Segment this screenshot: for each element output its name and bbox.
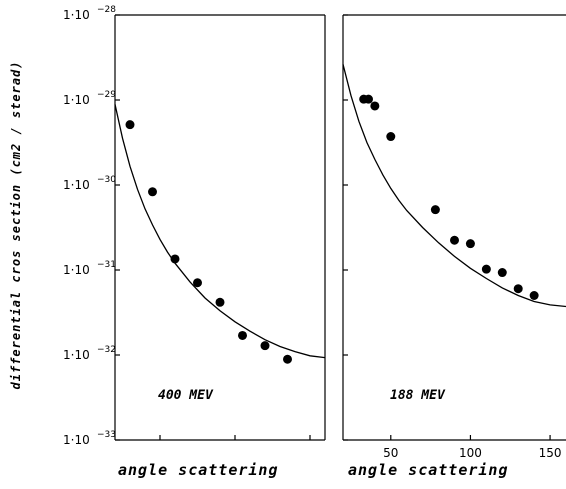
x-tick-label: 50 — [383, 446, 398, 460]
plot-frame — [114, 14, 326, 441]
data-point — [481, 264, 491, 274]
data-point — [363, 94, 373, 104]
data-point — [215, 297, 225, 307]
y-tick-label: 1·10 — [63, 348, 90, 362]
data-point — [450, 235, 459, 245]
panel-label: 188 MEV — [390, 388, 446, 403]
y-tick-label: 1·10 — [63, 433, 90, 447]
data-point — [148, 187, 157, 197]
plot-frame — [342, 14, 566, 441]
theory-curve — [342, 64, 566, 308]
panel-label: 400 MEV — [158, 388, 214, 403]
x-axis-title: angle scattering — [348, 461, 509, 479]
x-tick-label: 100 — [459, 446, 482, 460]
data-point — [529, 291, 539, 300]
data-point — [465, 239, 475, 249]
y-tick-label: 1·10 — [63, 178, 90, 192]
y-tick-label: 1·10 — [63, 8, 90, 22]
theory-curve — [114, 104, 326, 359]
y-tick-exponent: −30 — [97, 175, 116, 185]
y-tick-label: 1·10 — [63, 263, 90, 277]
chart-panel-2: 50 100 150 188 MEV angle scattering — [342, 14, 566, 479]
y-tick-exponent: −31 — [97, 260, 116, 270]
data-point — [260, 341, 270, 351]
y-tick-exponent: −28 — [97, 5, 116, 15]
data-point — [497, 268, 507, 278]
data-point — [193, 278, 202, 288]
data-point — [370, 101, 380, 111]
x-axis-title: angle scattering — [118, 461, 279, 479]
y-axis-title: differential cros section (cm2 / sterad) — [9, 61, 23, 390]
y-tick-exponent: −33 — [97, 430, 116, 440]
y-tick-label: 1·10 — [63, 93, 90, 107]
x-tick-label: 150 — [539, 446, 562, 460]
chart-panel-1: 1·10 −281·10 −291·10 −301·10 −311·10 −321·10−… — [63, 5, 326, 479]
data-point — [513, 284, 523, 294]
data-point — [170, 254, 180, 264]
y-tick-exponent: −29 — [97, 90, 116, 100]
y-tick-exponent: −32 — [97, 345, 116, 355]
data-point — [386, 132, 396, 142]
data-point — [238, 330, 247, 340]
data-point — [283, 354, 292, 364]
data-point — [430, 205, 440, 215]
data-point — [125, 120, 135, 130]
